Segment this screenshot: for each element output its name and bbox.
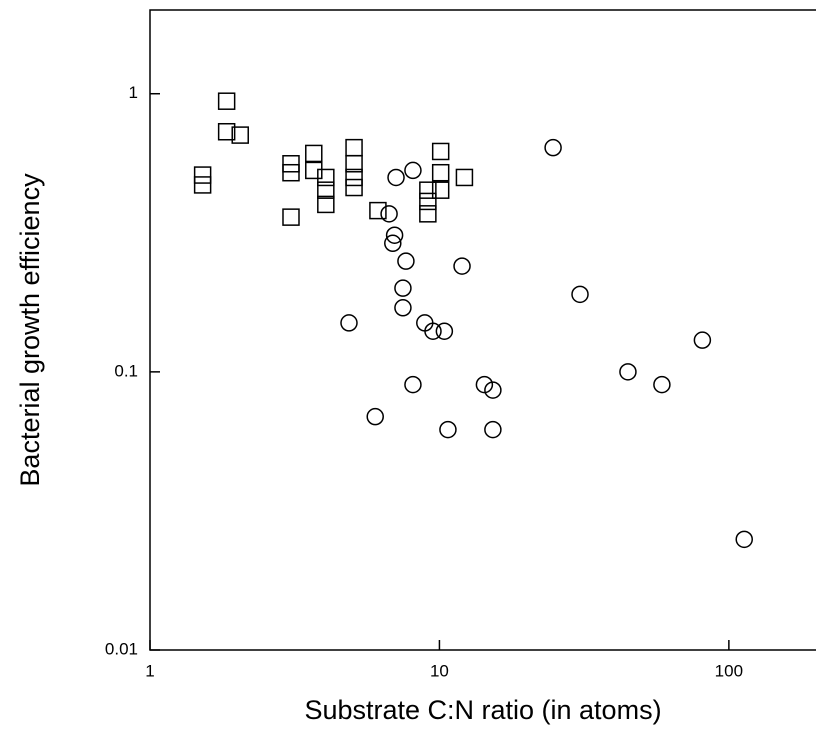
square-point	[282, 163, 300, 182]
x-tick-label: 100	[715, 661, 743, 680]
square-point	[369, 201, 387, 220]
y-tick-label: 1	[129, 83, 138, 102]
square-point	[419, 192, 437, 211]
y-tick-label: 0.1	[114, 361, 138, 380]
square-point	[345, 138, 363, 157]
circle-point	[653, 375, 671, 394]
circle-point	[484, 381, 502, 399]
square-point	[193, 176, 212, 194]
square-point	[317, 195, 335, 214]
circle-point	[385, 226, 404, 244]
circle-point	[544, 138, 562, 157]
circle-point	[735, 530, 753, 549]
circle-point	[394, 279, 412, 297]
circle-point	[366, 407, 384, 426]
circle-point	[387, 168, 405, 187]
square-point	[431, 142, 450, 161]
square-point	[317, 181, 335, 199]
circle-point	[475, 375, 494, 394]
square-point	[282, 208, 300, 226]
square-point	[217, 122, 236, 141]
circle-point	[404, 161, 422, 180]
circle-point	[453, 257, 471, 275]
circle-point	[404, 375, 422, 394]
square-point	[345, 168, 363, 187]
circle-point	[380, 205, 398, 223]
plot-frame	[149, 9, 816, 651]
square-point	[231, 126, 249, 144]
circle-point	[394, 299, 412, 317]
circle-point	[384, 234, 402, 253]
circle-point	[571, 285, 589, 304]
square-point	[455, 168, 474, 187]
y-axis-label: Bacterial growth efficiency	[15, 173, 45, 487]
circle-point	[424, 322, 442, 340]
circle-point	[693, 331, 712, 349]
square-point	[305, 161, 323, 180]
square-point	[317, 168, 335, 187]
square-point	[419, 205, 437, 223]
circle-point	[397, 252, 415, 270]
circle-point	[619, 363, 637, 381]
square-point	[431, 163, 450, 182]
square-point	[419, 181, 437, 199]
x-tick-label: 10	[430, 661, 449, 680]
square-point	[217, 92, 236, 110]
square-point	[431, 181, 450, 199]
x-axis-label: Substrate C:N ratio (in atoms)	[304, 695, 661, 725]
square-point	[282, 155, 300, 173]
square-point	[345, 155, 363, 173]
square-point	[193, 166, 212, 184]
circle-point	[435, 322, 454, 340]
y-tick-label: 0.01	[105, 639, 138, 658]
square-point	[305, 144, 323, 163]
x-tick-label: 1	[145, 661, 154, 680]
circle-point	[340, 314, 358, 332]
circle-point	[484, 420, 502, 439]
square-point	[345, 178, 363, 197]
circle-point	[439, 420, 457, 439]
